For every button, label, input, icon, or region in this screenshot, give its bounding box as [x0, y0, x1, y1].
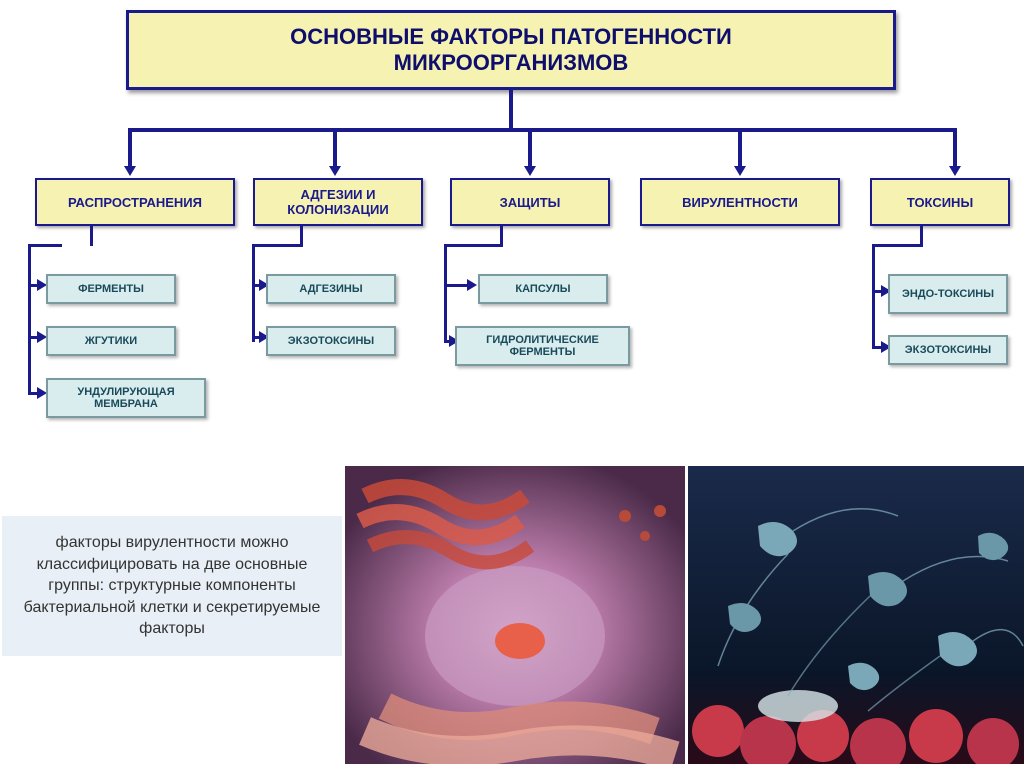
- title-line2: МИКРООРГАНИЗМОВ: [394, 50, 629, 76]
- sub-col1-0-label: АДГЕЗИНЫ: [299, 283, 362, 295]
- col0-vline: [28, 244, 31, 394]
- title-stub: [509, 90, 513, 130]
- sub-col2-0: КАПСУЛЫ: [478, 274, 608, 304]
- category-box-2: ЗАЩИТЫ: [450, 178, 610, 226]
- category-label-0: РАСПРОСТРАНЕНИЯ: [68, 195, 202, 210]
- col4-hline: [872, 244, 923, 247]
- arrow-cat-1: [333, 128, 337, 168]
- sub-col0-0: ФЕРМЕНТЫ: [46, 274, 176, 304]
- category-box-4: ТОКСИНЫ: [870, 178, 1010, 226]
- caption-box: факторы вирулентности можно классифициро…: [2, 516, 342, 656]
- category-label-3: ВИРУЛЕНТНОСТИ: [682, 195, 798, 210]
- category-box-1: АДГЕЗИИ И КОЛОНИЗАЦИИ: [253, 178, 423, 226]
- sub-col4-0: ЭНДО-ТОКСИНЫ: [888, 274, 1008, 314]
- title-box: ОСНОВНЫЕ ФАКТОРЫ ПАТОГЕННОСТИ МИКРООРГАН…: [126, 10, 896, 90]
- sub-col0-0-label: ФЕРМЕНТЫ: [78, 283, 144, 295]
- arrow-cat-3: [738, 128, 742, 168]
- sub-col4-0-label: ЭНДО-ТОКСИНЫ: [902, 288, 994, 300]
- category-label-4: ТОКСИНЫ: [907, 195, 973, 210]
- sub-col2-1: ГИДРОЛИТИЧЕСКИЕ ФЕРМЕНТЫ: [455, 326, 630, 366]
- sub-col0-1-label: ЖГУТИКИ: [85, 335, 137, 347]
- image-left: [345, 466, 685, 764]
- arrow-cat-0: [128, 128, 132, 168]
- title-line1: ОСНОВНЫЕ ФАКТОРЫ ПАТОГЕННОСТИ: [290, 24, 732, 50]
- image-right: [688, 466, 1024, 764]
- arrow-cat-4: [953, 128, 957, 168]
- sub-col1-1-label: ЭКЗОТОКСИНЫ: [288, 335, 374, 347]
- col0-hline: [28, 244, 62, 247]
- category-box-0: РАСПРОСТРАНЕНИЯ: [35, 178, 235, 226]
- col2-vline: [444, 244, 447, 342]
- sub-col4-1-label: ЭКЗОТОКСИНЫ: [905, 344, 991, 356]
- col1-hline: [252, 244, 303, 247]
- category-label-1: АДГЕЗИИ И КОЛОНИЗАЦИИ: [263, 187, 413, 217]
- sub-col0-2: УНДУЛИРУЮЩАЯ МЕМБРАНА: [46, 378, 206, 418]
- col1-stub: [300, 226, 303, 246]
- sub-col1-1: ЭКЗОТОКСИНЫ: [266, 326, 396, 356]
- distributor-line: [128, 128, 957, 132]
- category-box-3: ВИРУЛЕНТНОСТИ: [640, 178, 840, 226]
- sub-col2-0-label: КАПСУЛЫ: [515, 283, 570, 295]
- col2-stub: [500, 226, 503, 246]
- sub-col1-0: АДГЕЗИНЫ: [266, 274, 396, 304]
- arrow-head-cat-0: [124, 166, 136, 176]
- col2-ah0: [467, 279, 477, 291]
- col0-stub: [90, 226, 93, 246]
- arrow-cat-2: [528, 128, 532, 168]
- category-label-2: ЗАЩИТЫ: [500, 195, 561, 210]
- sub-col0-2-label: УНДУЛИРУЮЩАЯ МЕМБРАНА: [54, 386, 198, 410]
- col2-a0: [444, 284, 468, 287]
- arrow-head-cat-4: [949, 166, 961, 176]
- sub-col4-1: ЭКЗОТОКСИНЫ: [888, 335, 1008, 365]
- col1-vline: [252, 244, 255, 342]
- col4-vline: [872, 244, 875, 349]
- arrow-head-cat-1: [329, 166, 341, 176]
- sub-col2-1-label: ГИДРОЛИТИЧЕСКИЕ ФЕРМЕНТЫ: [463, 334, 622, 358]
- sub-col0-1: ЖГУТИКИ: [46, 326, 176, 356]
- caption-text: факторы вирулентности можно классифициро…: [24, 534, 321, 637]
- col2-hline: [444, 244, 503, 247]
- arrow-head-cat-2: [524, 166, 536, 176]
- arrow-head-cat-3: [734, 166, 746, 176]
- col4-stub: [920, 226, 923, 246]
